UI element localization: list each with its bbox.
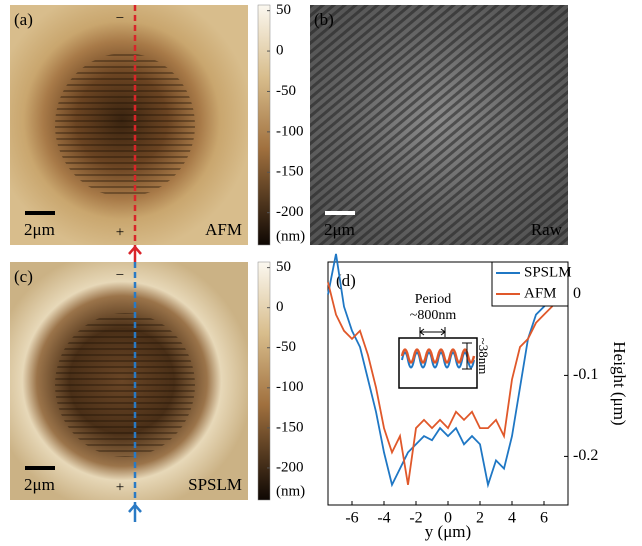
- dimension-arrow: [462, 342, 472, 370]
- images: [10, 4, 568, 522]
- colorbar-tick-label: 50: [276, 2, 291, 18]
- colorbar-tick-label: -150: [276, 419, 304, 435]
- scale-bar-label: 2μm: [324, 220, 355, 239]
- dimension-arrow: [419, 327, 446, 337]
- scale-bar-label: 2μm: [24, 220, 55, 239]
- colorbar-tick-label: -150: [276, 164, 304, 180]
- x-tick-label: 2: [476, 510, 484, 527]
- panel-label: (a): [14, 10, 33, 29]
- panel-label: (b): [314, 10, 334, 29]
- sign: −: [116, 10, 124, 26]
- y-tick-label: -0.1: [573, 366, 598, 383]
- ripple-texture: [55, 313, 195, 457]
- panel-label: (c): [14, 267, 33, 286]
- x-tick-label: 6: [540, 510, 548, 527]
- colorbar-tick-label: -200: [276, 204, 304, 220]
- image-name: AFM: [205, 220, 242, 239]
- x-tick-label: 0: [444, 510, 452, 527]
- y-tick-label: -0.2: [573, 447, 598, 464]
- y-tick-label: 0: [573, 285, 581, 302]
- colorbar-unit: (nm): [276, 483, 305, 499]
- sign: +: [116, 479, 124, 495]
- ripple-texture: [55, 53, 195, 197]
- colorbar-tick-label: -100: [276, 379, 304, 395]
- colorbar-tick-label: 0: [276, 42, 284, 58]
- fringe-texture: [310, 5, 568, 245]
- annotation: Period: [415, 292, 452, 307]
- x-tick-label: -4: [377, 510, 390, 527]
- y-axis-label: Height (μm): [610, 341, 629, 425]
- colorbar-tick-label: 50: [276, 259, 291, 275]
- image-name: Raw: [531, 220, 563, 239]
- sign: +: [116, 224, 124, 240]
- x-tick-label: -6: [345, 510, 358, 527]
- arrow: [128, 503, 142, 522]
- annotation: ~800nm: [410, 308, 457, 323]
- image-name: SPSLM: [188, 475, 242, 494]
- colorbar-tick-label: 0: [276, 299, 284, 315]
- colorbar-unit: (nm): [276, 228, 305, 244]
- series-line: [327, 282, 569, 485]
- x-axis-label: y (μm): [425, 522, 471, 541]
- inset-wave: [400, 348, 476, 364]
- annotation: ~38nm: [476, 338, 491, 375]
- sign: −: [116, 267, 124, 283]
- colorbar: [257, 261, 271, 501]
- colorbar: [257, 4, 271, 246]
- legend-box: [491, 261, 569, 307]
- colorbar-tick-label: -50: [276, 83, 296, 99]
- arrow: [128, 245, 142, 262]
- colorbar-tick-label: -50: [276, 339, 296, 355]
- legend-label: AFM: [524, 285, 557, 301]
- scale-bar-label: 2μm: [24, 475, 55, 494]
- x-tick-label: -2: [409, 510, 422, 527]
- colorbar-tick-label: -200: [276, 459, 304, 475]
- colorbar-tick-label: -100: [276, 123, 304, 139]
- x-tick-label: 4: [508, 510, 516, 527]
- legend-label: SPSLM: [524, 264, 572, 280]
